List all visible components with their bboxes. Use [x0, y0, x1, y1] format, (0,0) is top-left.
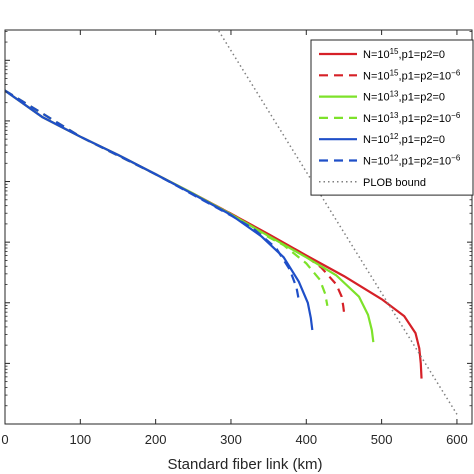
axes-box	[4, 29, 473, 425]
legend: N=1015,p1=p2=0 N=1015,p1=p2=10−6 N=1013,p1…	[310, 39, 474, 196]
legend-label-2: N=1015,p1=p2=10−6	[363, 68, 461, 83]
legend-label-7: PLOB bound	[363, 177, 426, 189]
x-tick-label: 400	[295, 432, 317, 447]
legend-label-5: N=1012,p1=p2=0	[363, 132, 445, 147]
legend-label-4: N=1013,p1=p2=10−6	[363, 110, 461, 125]
legend-label-3: N=1013,p1=p2=0	[363, 89, 445, 104]
x-tick-label: 100	[69, 432, 91, 447]
series-line-4	[5, 89, 329, 307]
series-line-2	[5, 89, 346, 312]
x-tick-label: 500	[371, 432, 393, 447]
series-line-6	[5, 89, 300, 300]
legend-label-6: N=1012,p1=p2=10−6	[363, 153, 461, 168]
legend-label-1: N=1015,p1=p2=0	[363, 47, 445, 62]
x-axis-label: Standard fiber link (km)	[167, 456, 322, 473]
x-tick-label: 600	[446, 432, 468, 447]
axes-layer: 0 100 200 300 400 500 600	[1, 29, 473, 447]
x-tick-label: 300	[220, 432, 242, 447]
series-layer	[5, 30, 458, 415]
x-tick-label: 200	[145, 432, 167, 447]
series-line-7	[217, 30, 458, 415]
x-tick-label: 0	[1, 432, 8, 447]
